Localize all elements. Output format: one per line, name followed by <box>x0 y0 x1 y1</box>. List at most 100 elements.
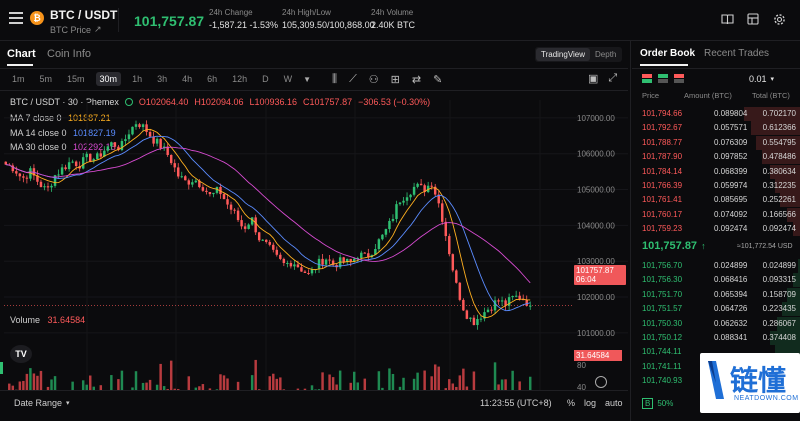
candle-body <box>138 124 141 128</box>
book-price: 101,756.70 <box>642 261 683 270</box>
bid-row[interactable]: 101,756.70 0.024899 0.024899 <box>632 259 800 273</box>
grid-icon[interactable]: ⊞ <box>390 74 400 86</box>
fullscreen-icon[interactable]: ⤢ <box>608 72 618 84</box>
volume-bar <box>71 381 74 390</box>
candle-body <box>208 191 212 195</box>
book-price: 101,760.17 <box>642 209 683 219</box>
volume-bar <box>356 382 359 390</box>
bid-row[interactable]: 101,751.70 0.065394 0.158709 <box>632 287 800 302</box>
percent-scale-toggle[interactable]: % <box>567 398 576 408</box>
candle-body <box>113 142 117 147</box>
bid-row[interactable]: 101,756.30 0.068416 0.093315 <box>632 273 800 288</box>
tf-3h[interactable]: 3h <box>157 74 168 84</box>
ask-row[interactable]: 101,794.66 0.089804 0.702170 <box>632 107 800 121</box>
tf-15m[interactable]: 15m <box>67 74 85 84</box>
depth-bar <box>769 164 800 179</box>
both-sides-icon[interactable] <box>642 74 652 83</box>
tab-coin-info[interactable]: Coin Info <box>47 48 92 60</box>
candlestick-chart[interactable]: 107000.00 106000.00 105000.00 104000.00 1030… <box>0 90 628 390</box>
note-icon[interactable]: ✎ <box>433 74 443 86</box>
candle-body <box>384 229 388 235</box>
ask-row[interactable]: 101,759.23 0.092474 0.092474 <box>632 222 800 237</box>
auto-scale-toggle[interactable]: auto <box>605 398 623 408</box>
screenshot-icon[interactable]: ▣ <box>588 73 599 85</box>
scroll-to-latest-icon[interactable] <box>595 376 607 388</box>
volume-bar <box>39 370 43 390</box>
book-price: 101,741.11 <box>642 361 682 371</box>
candle-body <box>103 150 106 157</box>
ask-row[interactable]: 101,784.14 0.068399 0.380634 <box>632 164 800 179</box>
ask-row[interactable]: 101,766.39 0.059974 0.312235 <box>632 179 800 193</box>
layout-icon[interactable] <box>746 12 760 26</box>
volume-bar <box>257 389 261 390</box>
candle-body <box>272 244 275 250</box>
volume-bar <box>155 384 159 390</box>
tf-30m[interactable]: 30m <box>95 72 122 86</box>
gear-icon[interactable] <box>772 12 786 26</box>
chevron-down-icon[interactable]: ▼ <box>303 74 312 84</box>
view-depth[interactable]: Depth <box>595 50 617 59</box>
ask-row[interactable]: 101,788.77 0.076309 0.554795 <box>632 135 800 150</box>
candle-body <box>233 209 236 211</box>
volume-bar <box>317 389 321 390</box>
volume-bar <box>402 377 405 390</box>
candle-body <box>444 221 447 237</box>
pair-selector[interactable]: BTC / USDT BTC Price ↗ <box>50 8 117 35</box>
volume-bar <box>166 389 169 390</box>
candle-body <box>110 142 113 147</box>
ask-row[interactable]: 101,787.90 0.097852 0.478486 <box>632 150 800 165</box>
book-icon[interactable] <box>720 12 734 26</box>
candle-body <box>261 239 264 241</box>
candle-body <box>479 318 483 320</box>
hamburger-icon[interactable] <box>9 12 23 24</box>
bid-row[interactable]: 101,751.57 0.064726 0.223435 <box>632 302 800 317</box>
volume-bar <box>493 362 497 390</box>
ask-row[interactable]: 101,760.17 0.074092 0.166566 <box>632 207 800 222</box>
stat-value: -1,587.21 -1.53% <box>209 20 279 30</box>
candle-type-icon[interactable]: ⫼ <box>332 73 338 85</box>
view-tradingview[interactable]: TradingView <box>536 48 591 61</box>
tab-recent-trades[interactable]: Recent Trades <box>704 48 770 59</box>
ask-row[interactable]: 101,792.67 0.057571 0.612366 <box>632 121 800 136</box>
candle-body <box>462 299 465 311</box>
left-scroll-handle[interactable] <box>0 362 3 374</box>
tf-w[interactable]: W <box>283 74 293 84</box>
tf-4h[interactable]: 4h <box>182 74 193 84</box>
candle-body <box>60 167 64 175</box>
log-scale-toggle[interactable]: log <box>584 398 597 408</box>
tab-order-book[interactable]: Order Book <box>640 48 696 59</box>
bid-row[interactable]: 101,750.30 0.062632 0.286067 <box>632 316 800 331</box>
volume-bar <box>148 379 152 390</box>
candle-body <box>226 199 229 205</box>
asks-only-icon[interactable] <box>674 74 684 83</box>
candle-body <box>282 258 286 263</box>
candle-body <box>409 194 412 198</box>
date-range-button[interactable]: Date Range ▾ <box>14 398 70 408</box>
bid-row[interactable]: 101,750.12 0.088341 0.374408 <box>632 331 800 345</box>
column-total: Total (BTC) <box>752 91 790 100</box>
volume-bar <box>412 378 416 390</box>
candle-body <box>430 185 433 187</box>
indicator-icon[interactable]: ⟋ <box>349 73 357 85</box>
book-total: 0.554795 <box>762 137 796 147</box>
book-total: 0.158709 <box>762 289 796 299</box>
compare-icon[interactable]: ⇄ <box>411 74 422 86</box>
tf-12h[interactable]: 12h <box>232 74 248 84</box>
volume-bar <box>198 386 201 390</box>
precision-select[interactable]: 0.01 ▾ <box>749 74 774 84</box>
pair-subtitle[interactable]: BTC Price ↗ <box>50 24 117 35</box>
tf-d[interactable]: D <box>262 74 269 84</box>
tf-5m[interactable]: 5m <box>39 74 53 84</box>
tab-chart[interactable]: Chart <box>7 48 36 60</box>
tf-6h[interactable]: 6h <box>207 74 218 84</box>
bids-only-icon[interactable] <box>658 74 668 83</box>
ratio-buy-badge: B <box>642 398 654 409</box>
tf-1m[interactable]: 1m <box>12 74 25 84</box>
y-tick-label: 101000.00 <box>577 329 615 338</box>
candle-body <box>455 270 458 283</box>
tf-1h[interactable]: 1h <box>132 74 143 84</box>
candle-body <box>391 218 395 221</box>
ask-row[interactable]: 101,761.41 0.085695 0.252261 <box>632 193 800 208</box>
candle-body <box>279 254 282 259</box>
draw-icon[interactable]: ⚇ <box>368 74 379 86</box>
